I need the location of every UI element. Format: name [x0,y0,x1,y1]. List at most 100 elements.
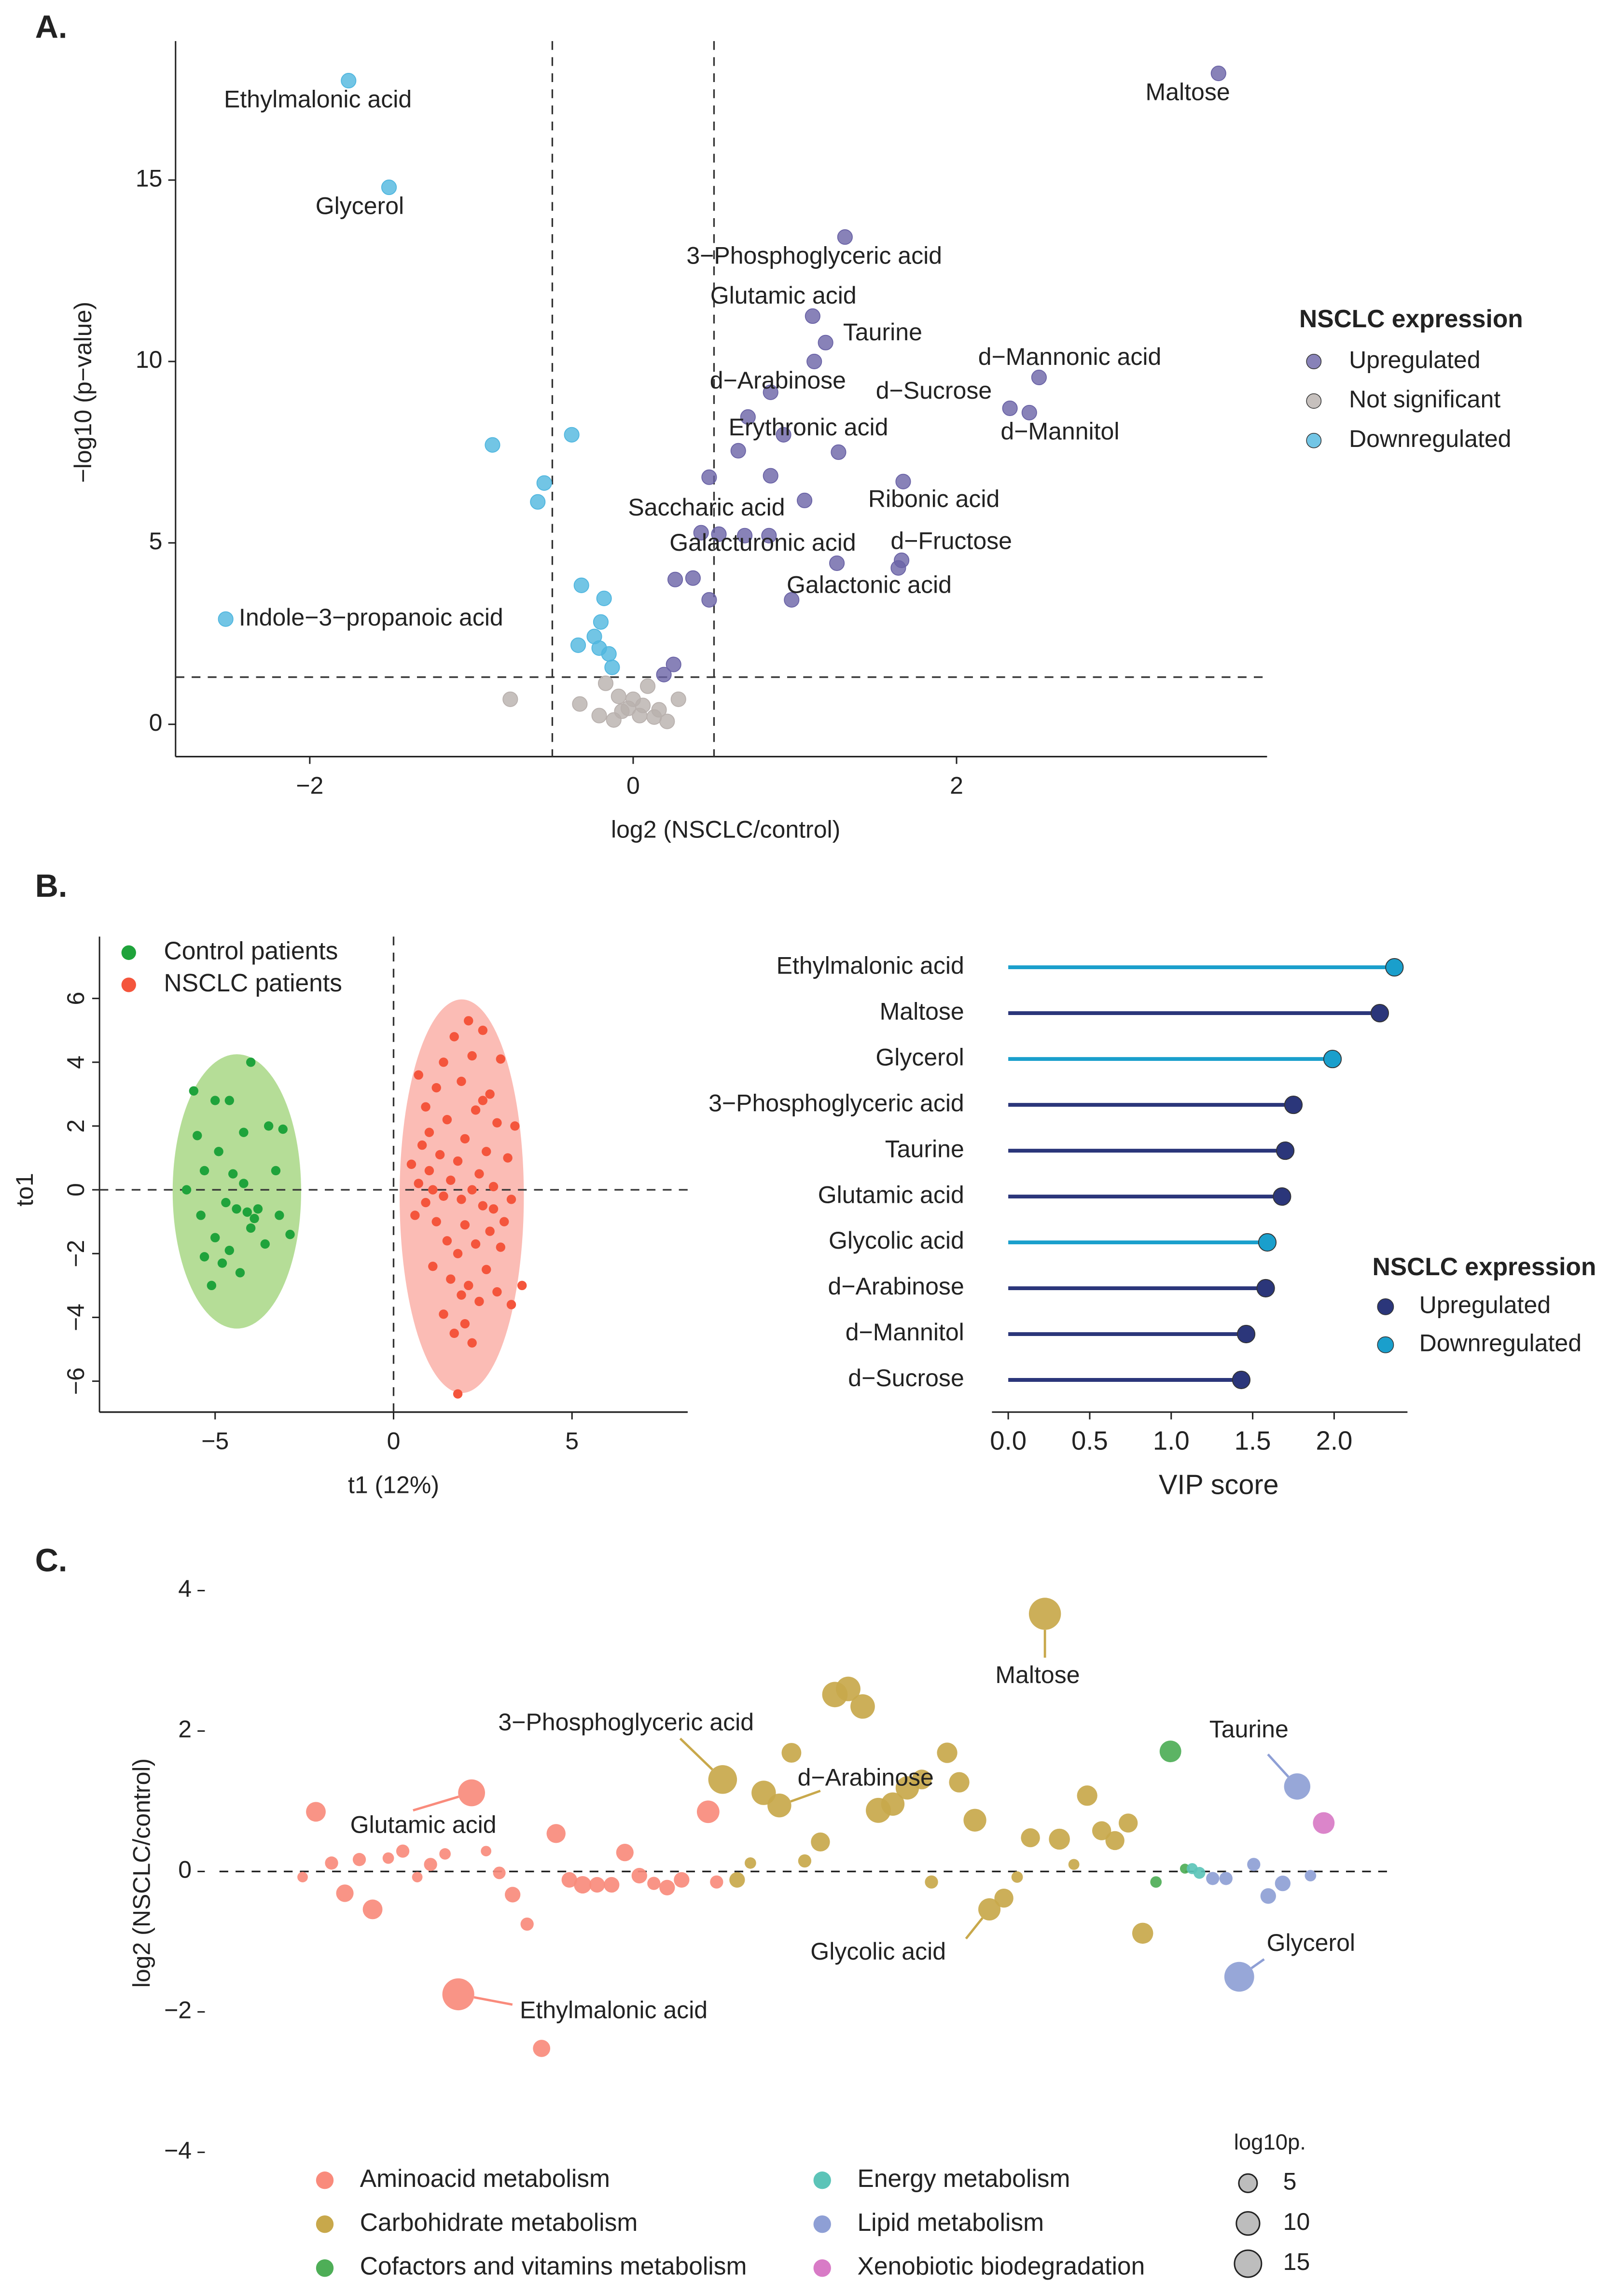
point [246,1058,256,1067]
point [1021,404,1037,420]
size-legend-marker [1234,2249,1263,2278]
y-tick-label: 0 [62,1183,89,1197]
bubble [561,1872,577,1888]
lollipop-head [1258,1233,1277,1252]
bubble-label: Maltose [995,1661,1080,1688]
bubble [546,1824,566,1843]
point [260,1239,270,1249]
point [701,469,717,485]
point [776,427,791,443]
point [275,1211,284,1220]
x-tick-label: 5 [565,1428,579,1455]
point [189,1086,199,1096]
point [217,1258,227,1268]
point [341,73,357,89]
point [207,1280,217,1291]
point [536,475,552,491]
point [1210,65,1226,82]
point [271,1166,281,1176]
bubble [1021,1828,1040,1848]
point [464,1280,473,1291]
size-legend-title: log10p. [1234,2129,1306,2154]
y-tick-label: 2 [62,1119,89,1133]
point [740,409,756,425]
point [478,1096,488,1105]
x-tick-label: −5 [201,1428,229,1455]
point [457,1076,466,1086]
bubble [442,1978,474,2011]
x-tick-label: 0.5 [1071,1426,1108,1456]
bubble [1284,1773,1311,1800]
point [895,473,911,489]
y-tick-label: −2 [62,1240,89,1267]
legend-label: Downregulated [1419,1329,1582,1356]
point [228,1169,238,1179]
point [737,528,753,543]
category-label: Ethylmalonic acid [777,952,964,979]
bubble [881,1792,905,1816]
point [193,1131,202,1141]
bubble [745,1857,756,1869]
y-tick-label: −4 [164,2137,192,2164]
bubble [708,1765,737,1794]
point [506,1195,516,1204]
bubble [493,1866,506,1879]
point [572,696,588,712]
point [474,1296,484,1307]
point [530,494,546,510]
bubble [589,1877,605,1893]
x-tick-label: 0 [626,772,640,799]
point [482,1265,491,1275]
point [485,437,500,453]
point [510,1121,520,1131]
panel-label: C. [35,1543,68,1579]
x-axis-label: t1 (12%) [348,1472,439,1499]
bubble [850,1694,875,1719]
point [570,637,586,653]
lollipop-head [1323,1049,1342,1069]
bubble [533,2040,551,2057]
point [667,571,683,587]
bubble [1118,1813,1138,1833]
bubble [1159,1740,1181,1763]
point [250,1213,259,1224]
point [467,1338,477,1348]
point [517,1280,527,1291]
point [593,614,609,630]
legend-label: Energy metabolism [857,2164,1070,2192]
category-label: Glutamic acid [818,1181,964,1208]
category-label: Taurine [885,1135,964,1162]
bubble [925,1875,938,1889]
label-connector [790,1790,821,1803]
point [199,1252,209,1262]
y-tick-label: 6 [62,992,89,1005]
point-label: d−Fructose [890,528,1012,555]
point [482,1147,491,1156]
legend-label: Lipid metabolism [857,2208,1044,2236]
x-tick-label: −2 [296,772,323,799]
point [488,1204,499,1214]
bubble [767,1793,791,1818]
point [670,691,686,707]
point [761,528,777,543]
point-label: d−Arabinose [710,367,846,394]
bubble [1313,1812,1335,1834]
point [414,1070,423,1080]
label-connector [1267,1753,1290,1778]
lollipop-head [1385,958,1404,977]
y-tick-label: 0 [149,709,163,736]
point-label: Glutamic acid [710,282,857,309]
y-tick-label: −6 [62,1367,89,1395]
size-legend-marker [1238,2173,1258,2193]
bubble [362,1899,383,1920]
point [453,1249,463,1258]
y-tick-label: −2 [164,1997,192,2024]
bubble [729,1872,745,1888]
x-tick-label: 1.5 [1235,1426,1271,1456]
y-axis-label: to1 [11,1173,38,1207]
x-tick-label: 2.0 [1316,1426,1352,1456]
bubble [1068,1859,1080,1870]
point [253,1204,263,1214]
y-tick-label: 4 [62,1056,89,1069]
bubble [352,1853,366,1866]
